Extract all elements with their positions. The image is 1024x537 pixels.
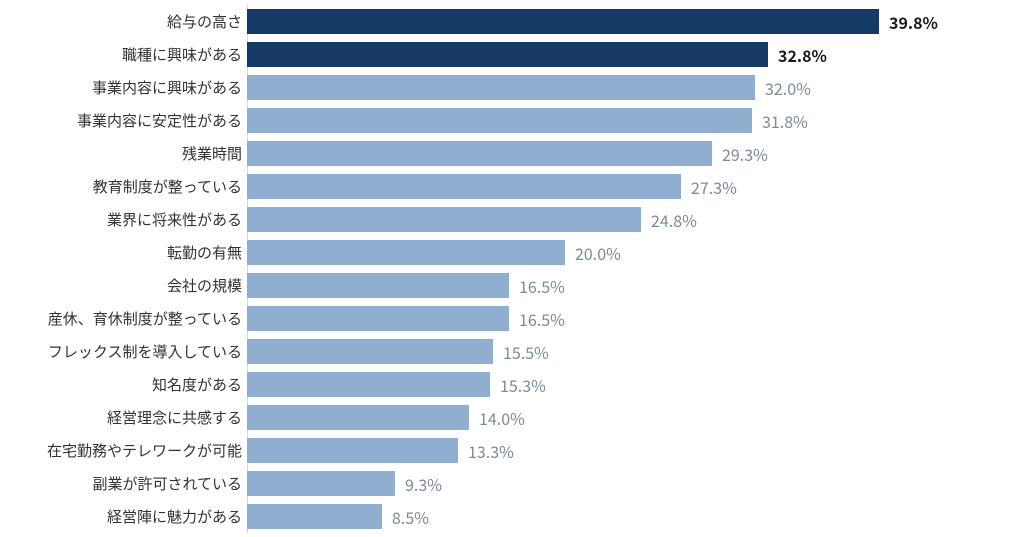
bar	[247, 9, 879, 34]
bar	[247, 141, 712, 166]
bar-wrap: 13.3%	[247, 438, 514, 463]
bar-value: 14.0%	[479, 406, 525, 430]
bar-value: 20.0%	[575, 241, 621, 265]
bar	[247, 42, 768, 67]
bar	[247, 504, 382, 529]
bar-wrap: 8.5%	[247, 504, 429, 529]
bar-label: 職種に興味がある	[122, 44, 242, 65]
bar-value: 27.3%	[691, 175, 737, 199]
chart-row: 在宅勤務やテレワークが可能 13.3%	[0, 434, 1024, 467]
bar-wrap: 15.3%	[247, 372, 546, 397]
bar-wrap: 20.0%	[247, 240, 621, 265]
bar-label: 在宅勤務やテレワークが可能	[47, 440, 242, 461]
bar-wrap: 27.3%	[247, 174, 737, 199]
bar-value: 31.8%	[762, 109, 808, 133]
chart-row: 事業内容に興味がある 32.0%	[0, 71, 1024, 104]
bar-label: 経営陣に魅力がある	[107, 506, 242, 527]
bar-label: 産休、育休制度が整っている	[48, 308, 242, 329]
bar-label: 会社の規模	[167, 275, 242, 296]
bar	[247, 273, 509, 298]
bar-label: 給与の高さ	[167, 11, 242, 32]
bar-value: 29.3%	[722, 142, 768, 166]
bar-label: フレックス制を導入している	[48, 341, 242, 362]
bar-wrap: 16.5%	[247, 273, 565, 298]
bar	[247, 306, 509, 331]
bar-value: 39.8%	[889, 10, 938, 34]
bar-value: 16.5%	[519, 274, 565, 298]
bar-value: 32.0%	[765, 76, 811, 100]
bar-value: 9.3%	[405, 472, 442, 496]
bar-label: 教育制度が整っている	[93, 176, 242, 197]
bar-value: 24.8%	[651, 208, 697, 232]
bar-wrap: 9.3%	[247, 471, 442, 496]
bar-label: 副業が許可されている	[92, 473, 242, 494]
bar-wrap: 14.0%	[247, 405, 525, 430]
bar-value: 15.5%	[503, 340, 549, 364]
bar-wrap: 16.5%	[247, 306, 565, 331]
chart-row: 転勤の有無 20.0%	[0, 236, 1024, 269]
bar-value: 8.5%	[392, 505, 429, 529]
bar-wrap: 15.5%	[247, 339, 549, 364]
bar	[247, 240, 565, 265]
horizontal-bar-chart: 給与の高さ39.8%職種に興味がある32.8%事業内容に興味がある32.0%事業…	[0, 0, 1024, 537]
chart-row: 知名度がある 15.3%	[0, 368, 1024, 401]
bar-wrap: 32.8%	[247, 42, 827, 67]
chart-row: 職種に興味がある 32.8%	[0, 38, 1024, 71]
bar-value: 13.3%	[468, 439, 514, 463]
bar-wrap: 32.0%	[247, 75, 811, 100]
bar-label: 知名度がある	[152, 374, 242, 395]
bar-label: 事業内容に興味がある	[92, 77, 242, 98]
bar	[247, 405, 469, 430]
bar	[247, 108, 752, 133]
chart-row: 残業時間 29.3%	[0, 137, 1024, 170]
chart-row: フレックス制を導入している 15.5%	[0, 335, 1024, 368]
bar-label: 経営理念に共感する	[107, 407, 242, 428]
chart-row: 給与の高さ 39.8%	[0, 5, 1024, 38]
bar-value: 15.3%	[500, 373, 546, 397]
chart-row: 経営理念に共感する 14.0%	[0, 401, 1024, 434]
chart-row: 事業内容に安定性がある 31.8%	[0, 104, 1024, 137]
bar-label: 転勤の有無	[167, 242, 242, 263]
bar	[247, 339, 493, 364]
bar-value: 16.5%	[519, 307, 565, 331]
bar-wrap: 39.8%	[247, 9, 938, 34]
bar-value: 32.8%	[778, 43, 827, 67]
bar-label: 事業内容に安定性がある	[77, 110, 242, 131]
bar	[247, 75, 755, 100]
bar-wrap: 31.8%	[247, 108, 808, 133]
bar	[247, 471, 395, 496]
bar-label: 業界に将来性がある	[107, 209, 242, 230]
bar-wrap: 29.3%	[247, 141, 768, 166]
bar-wrap: 24.8%	[247, 207, 697, 232]
chart-row: 副業が許可されている 9.3%	[0, 467, 1024, 500]
bar	[247, 438, 458, 463]
bar	[247, 174, 681, 199]
bar	[247, 372, 490, 397]
bar	[247, 207, 641, 232]
chart-row: 産休、育休制度が整っている 16.5%	[0, 302, 1024, 335]
chart-row: 教育制度が整っている 27.3%	[0, 170, 1024, 203]
chart-row: 会社の規模 16.5%	[0, 269, 1024, 302]
chart-row: 経営陣に魅力がある 8.5%	[0, 500, 1024, 533]
bar-label: 残業時間	[182, 143, 242, 164]
chart-row: 業界に将来性がある 24.8%	[0, 203, 1024, 236]
